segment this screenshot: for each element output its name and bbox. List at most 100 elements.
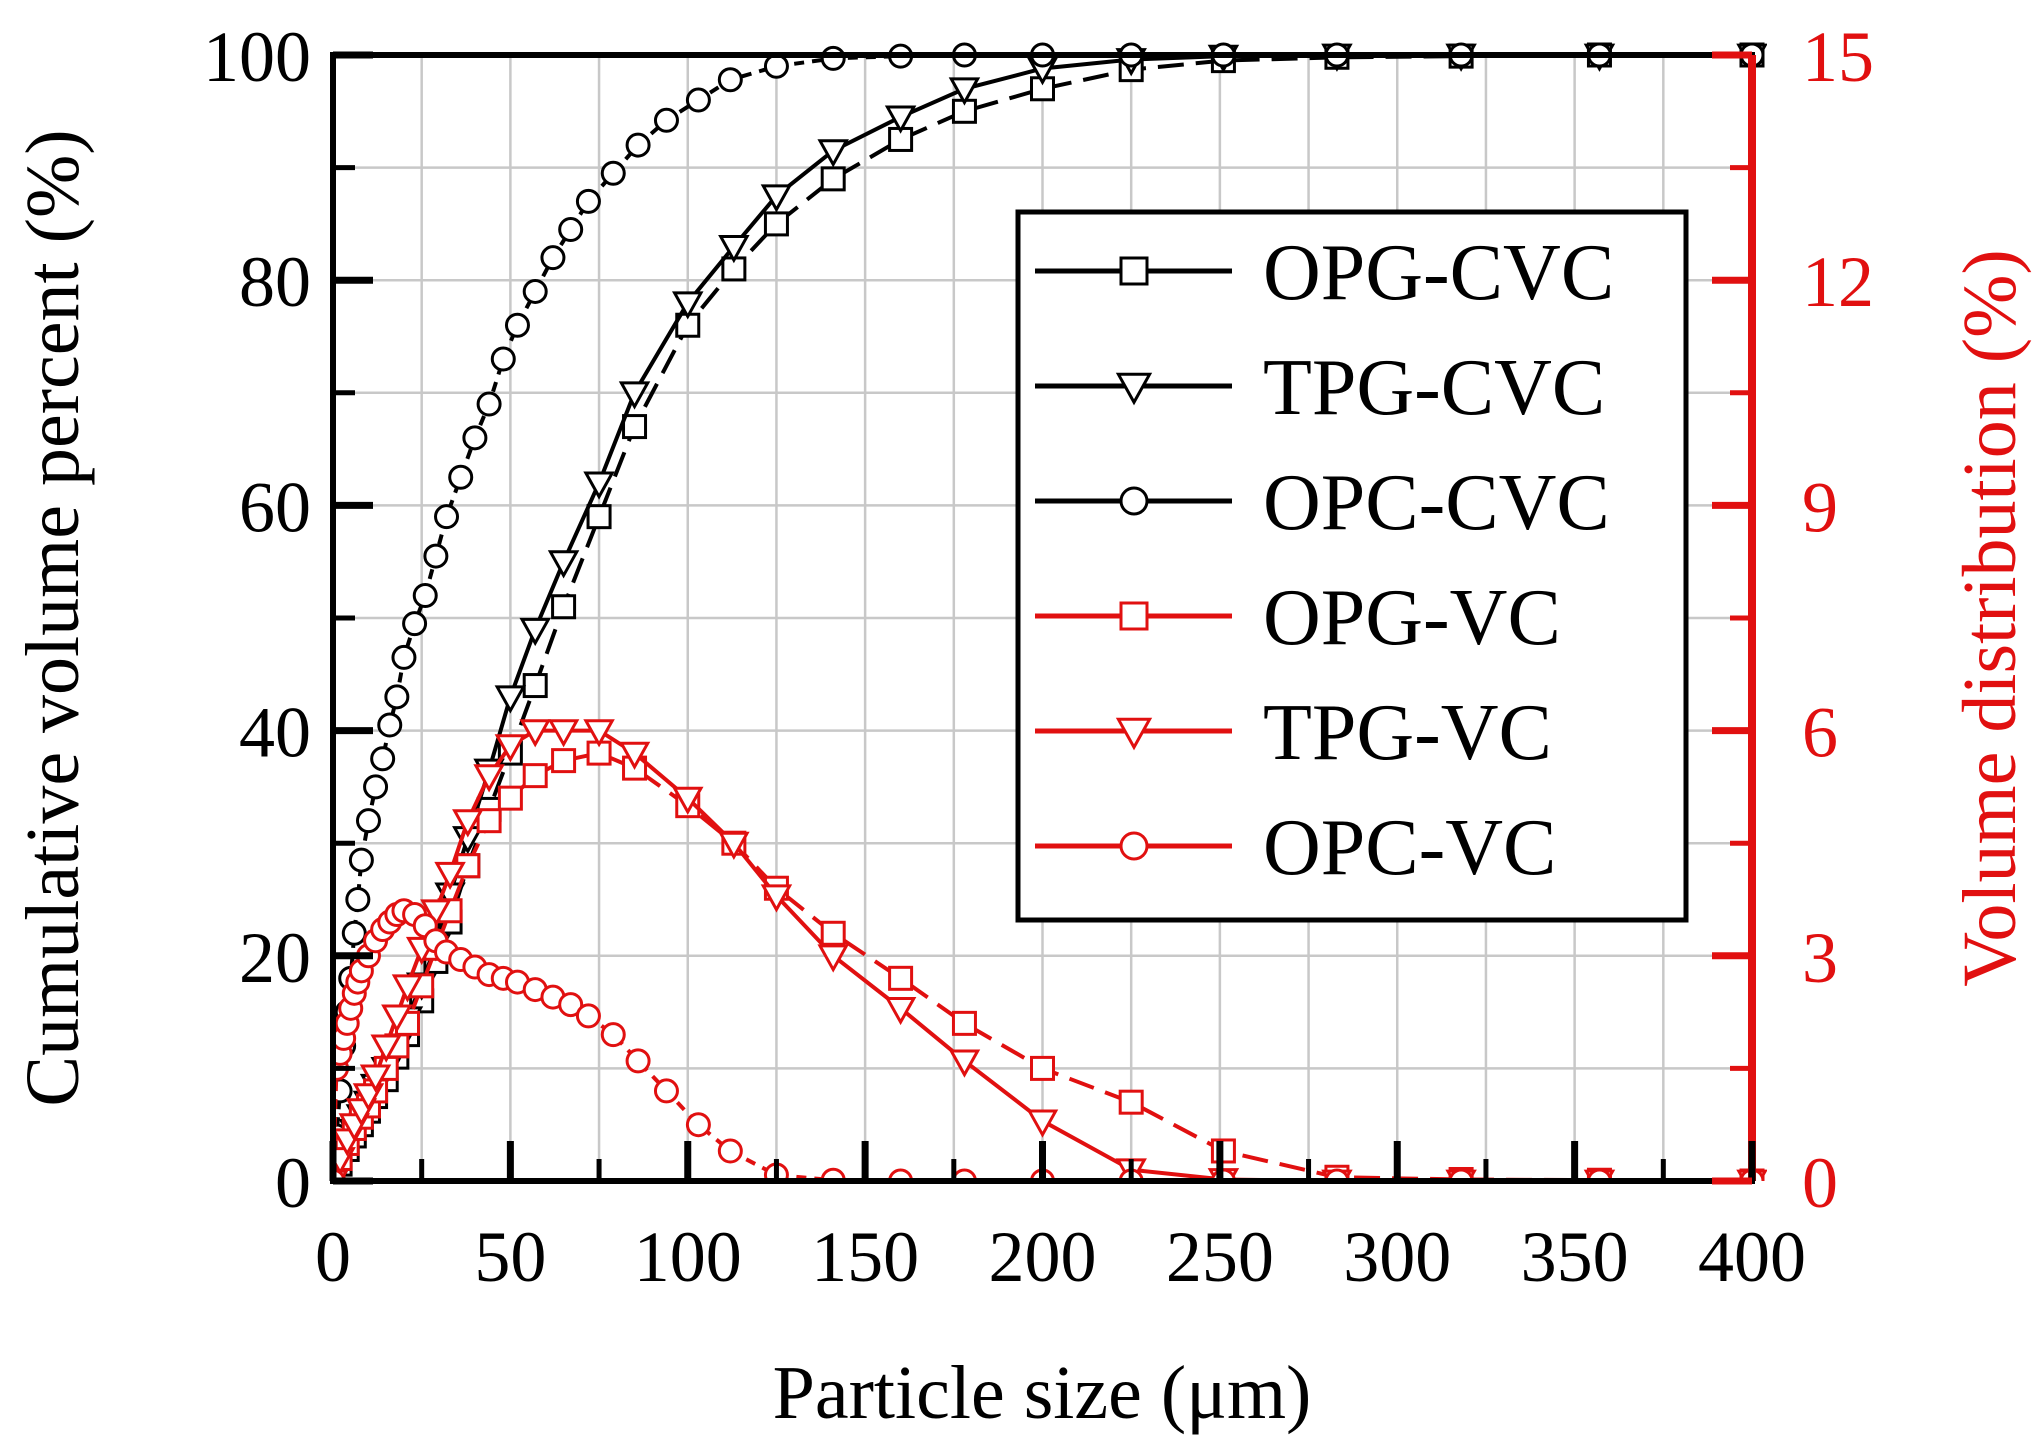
data-point-tpg-vc xyxy=(760,884,793,913)
data-point-opc-cvc xyxy=(377,712,403,738)
left-axis-title: Cumulative volume percent (%) xyxy=(11,129,95,1106)
data-point-opg-vc xyxy=(1210,1138,1236,1164)
data-point-opc-cvc xyxy=(653,107,679,133)
data-point-opc-cvc xyxy=(490,346,516,372)
data-point-tpg-vc xyxy=(948,1049,981,1078)
data-point-opc-vc xyxy=(625,1048,651,1074)
right-tick-label: 15 xyxy=(1802,17,1874,97)
x-axis-title: Particle size (μm) xyxy=(773,1351,1312,1435)
data-point-opc-cvc xyxy=(391,644,417,670)
data-point-tpg-vc xyxy=(381,1004,413,1033)
data-point-opg-vc xyxy=(888,965,914,991)
data-point-opc-cvc xyxy=(370,746,396,772)
data-point-opc-cvc xyxy=(504,312,530,338)
data-point-tpg-cvc xyxy=(618,381,651,410)
data-point-opc-vc xyxy=(653,1078,679,1104)
data-point-opc-cvc xyxy=(575,188,601,214)
data-point-tpg-cvc xyxy=(519,617,551,647)
data-point-opg-cvc xyxy=(551,594,577,620)
data-point-tpg-vc xyxy=(452,809,484,838)
legend-marker-opg-vc xyxy=(1119,601,1149,631)
legend-box xyxy=(1015,209,1689,923)
data-point-opg-cvc xyxy=(586,504,612,530)
x-tick-label: 150 xyxy=(811,1217,919,1297)
x-tick-label: 300 xyxy=(1343,1217,1451,1297)
data-point-tpg-cvc xyxy=(760,184,793,213)
data-point-opc-cvc xyxy=(348,847,374,873)
data-point-tpg-vc xyxy=(671,786,704,815)
right-tick-label: 3 xyxy=(1802,918,1838,998)
data-point-tpg-cvc xyxy=(884,105,917,134)
data-point-tpg-cvc xyxy=(817,139,849,168)
left-tick-label: 80 xyxy=(239,242,311,322)
data-point-tpg-cvc xyxy=(671,291,704,320)
data-point-opc-cvc xyxy=(717,67,743,93)
left-tick-label: 60 xyxy=(239,467,311,547)
data-point-opc-cvc xyxy=(558,217,584,243)
data-point-opc-vc xyxy=(558,992,584,1018)
data-point-tpg-cvc xyxy=(583,471,615,500)
legend-marker-opg-cvc xyxy=(1119,256,1149,286)
data-point-opg-cvc xyxy=(622,414,648,440)
data-point-opg-vc xyxy=(1030,1055,1055,1081)
data-point-opc-cvc xyxy=(402,611,428,637)
left-tick-label: 40 xyxy=(239,693,311,773)
data-point-opc-cvc xyxy=(412,582,438,608)
data-point-tpg-vc xyxy=(434,861,466,891)
data-point-opc-cvc xyxy=(341,920,367,946)
data-point-tpg-vc xyxy=(1026,1109,1059,1138)
data-point-opg-cvc xyxy=(522,673,548,699)
data-point-opc-cvc xyxy=(476,391,502,417)
right-tick-label: 9 xyxy=(1802,467,1838,547)
legend-marker-tpg-vc xyxy=(1115,717,1153,751)
legend-marker-tpg-cvc xyxy=(1115,372,1153,406)
legend-label-tpg-cvc: TPG-CVC xyxy=(1263,344,1605,432)
data-point-tpg-vc xyxy=(359,1064,392,1093)
legend-marker-opc-cvc xyxy=(1119,486,1149,516)
left-tick-label: 0 xyxy=(275,1143,311,1223)
data-point-opc-vc xyxy=(575,1003,601,1029)
data-point-tpg-vc xyxy=(583,719,615,748)
x-tick-label: 250 xyxy=(1166,1217,1274,1297)
data-point-tpg-vc xyxy=(473,764,505,793)
series-layer xyxy=(333,42,1767,1181)
legend-label-opg-cvc: OPG-CVC xyxy=(1263,229,1614,317)
data-point-opc-cvc xyxy=(763,53,789,79)
x-tick-label: 200 xyxy=(989,1217,1097,1297)
legend: OPG-CVC TPG-CVC OPC-CVC OPG-VC TPG-VC OPC-VC xyxy=(1015,209,1689,923)
data-point-opc-cvc xyxy=(522,278,548,304)
data-point-opg-vc xyxy=(522,763,548,789)
legend-label-opc-cvc: OPC-CVC xyxy=(1263,459,1610,547)
x-tick-label: 50 xyxy=(474,1217,546,1297)
right-tick-label: 12 xyxy=(1802,242,1874,322)
legend-marker-opc-vc xyxy=(1119,831,1149,861)
data-point-opc-cvc xyxy=(820,45,846,71)
data-point-tpg-vc xyxy=(817,944,849,973)
data-point-opc-cvc xyxy=(462,425,488,451)
data-point-opg-cvc xyxy=(820,166,846,192)
data-point-tpg-vc xyxy=(718,831,750,861)
data-point-opg-vc xyxy=(551,748,577,774)
data-point-opg-vc xyxy=(820,920,846,946)
data-point-tpg-vc xyxy=(370,1034,402,1063)
data-point-opc-cvc xyxy=(345,887,371,912)
data-point-tpg-cvc xyxy=(494,685,527,714)
data-point-opg-vc xyxy=(951,1010,977,1036)
data-point-tpg-vc xyxy=(494,734,527,763)
data-point-tpg-vc xyxy=(547,719,580,748)
data-point-tpg-vc xyxy=(420,899,452,928)
data-point-tpg-vc xyxy=(519,719,551,748)
x-tick-label: 0 xyxy=(315,1217,351,1297)
data-point-opc-cvc xyxy=(423,543,449,569)
legend-label-opc-vc: OPC-VC xyxy=(1263,804,1556,892)
data-point-opc-cvc xyxy=(363,774,389,800)
data-point-tpg-vc xyxy=(618,741,651,770)
data-point-opc-vc xyxy=(600,1022,626,1048)
data-point-tpg-cvc xyxy=(948,77,981,106)
data-point-opc-cvc xyxy=(384,684,410,710)
data-point-opc-vc xyxy=(685,1112,711,1138)
data-point-opc-cvc xyxy=(685,87,711,113)
data-point-opc-vc xyxy=(717,1138,743,1164)
left-tick-label: 100 xyxy=(203,17,311,97)
